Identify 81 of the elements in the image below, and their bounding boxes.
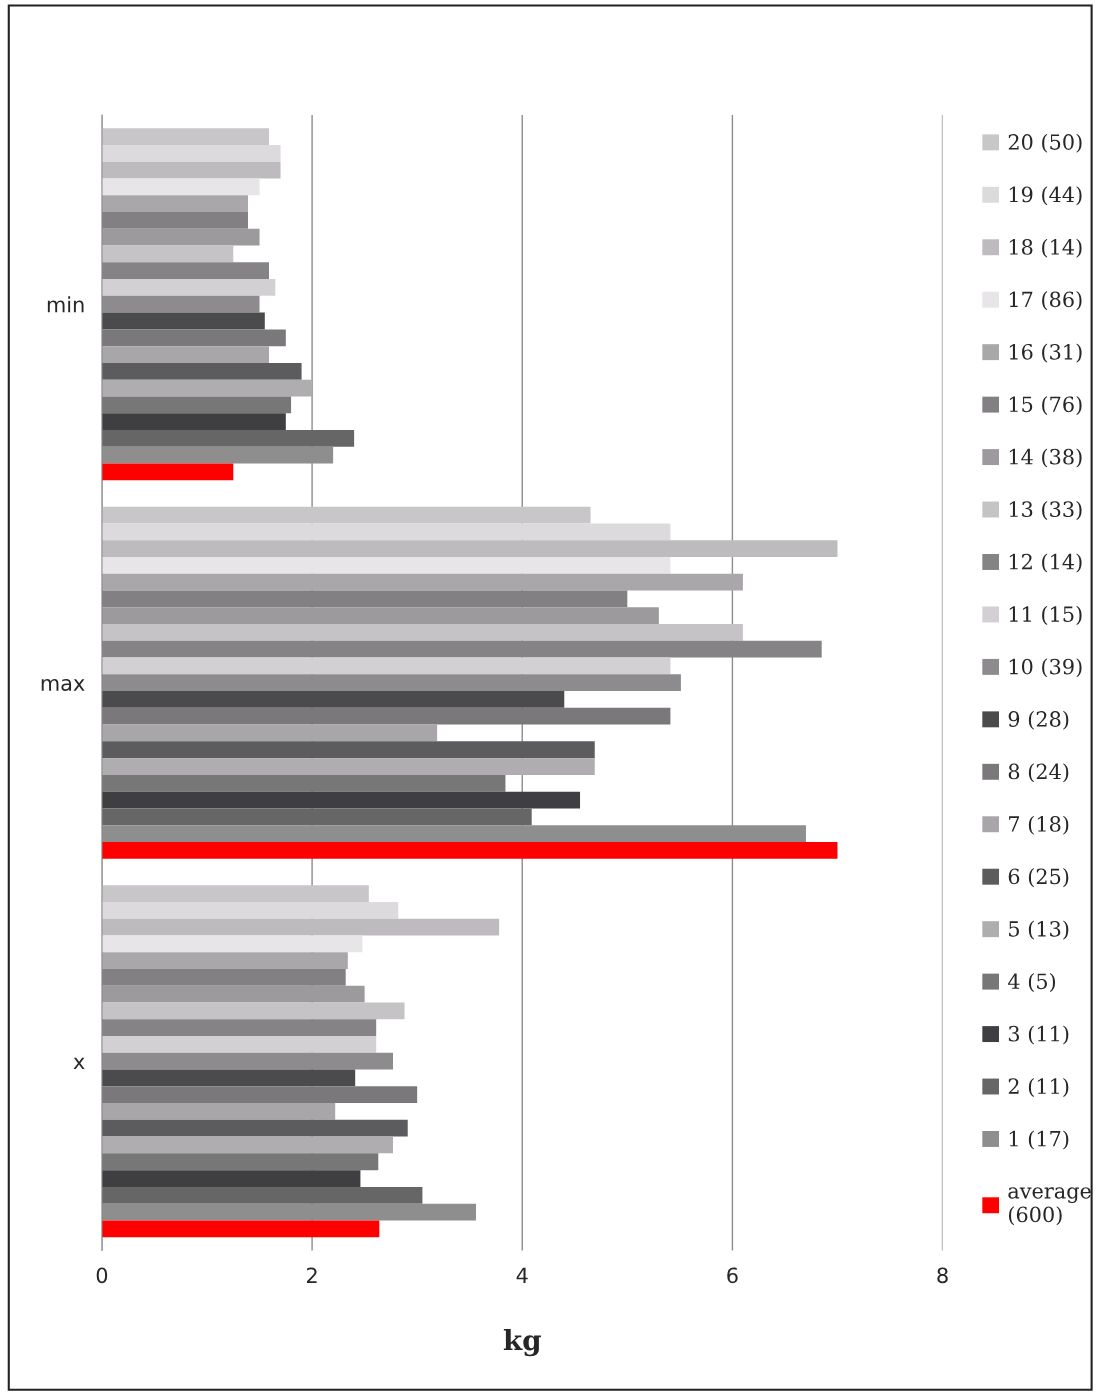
x-tick-label: 8	[937, 1267, 948, 1284]
bar	[101, 918, 500, 936]
legend-label: 18 (14)	[1009, 238, 1082, 258]
bar	[101, 329, 286, 347]
bar	[101, 279, 276, 296]
bar	[101, 228, 260, 246]
legend-label: 2 (11)	[1008, 1077, 1069, 1098]
legend-label: 12 (14)	[1009, 553, 1082, 573]
bar	[101, 1119, 408, 1137]
legend-label: 15 (76)	[1009, 396, 1082, 416]
bar	[101, 523, 671, 541]
bar	[101, 741, 595, 759]
bar	[101, 1186, 423, 1204]
x-tick-label: 4	[516, 1267, 528, 1283]
bar	[101, 1036, 377, 1053]
bar	[101, 841, 838, 859]
bar	[101, 195, 248, 213]
legend-label: 19 (44)	[1009, 186, 1082, 206]
bar	[101, 1069, 356, 1087]
x-tick-label: 0	[96, 1267, 108, 1284]
legend-label: 9 (28)	[1008, 710, 1069, 730]
bar	[101, 312, 265, 330]
legend-label: 10 (39)	[1009, 658, 1082, 678]
y-tick-label: x	[73, 1057, 85, 1070]
bar	[101, 707, 671, 725]
y-tick-label: max	[41, 678, 85, 691]
bar	[101, 506, 591, 524]
bar	[101, 657, 671, 675]
bar	[101, 557, 671, 574]
legend-label: 5 (13)	[1009, 920, 1069, 940]
bar	[101, 1103, 336, 1120]
bar	[101, 396, 292, 414]
legend-label: 20 (50)	[1008, 133, 1082, 153]
bar	[101, 607, 659, 625]
legend-label: 14 (38)	[1009, 448, 1082, 468]
bar	[101, 245, 234, 263]
bar	[101, 985, 365, 1003]
bar	[101, 691, 565, 708]
bar	[101, 429, 355, 447]
bar	[101, 808, 532, 826]
bar	[101, 413, 286, 430]
bar	[101, 128, 269, 146]
bar	[101, 885, 369, 902]
bar	[101, 952, 348, 969]
bar	[101, 1220, 380, 1238]
bar	[101, 1170, 361, 1187]
bar	[101, 724, 438, 742]
x-tick-label: 2	[306, 1267, 317, 1283]
legend-label: 4 (5)	[1007, 973, 1056, 993]
bar	[101, 791, 581, 809]
bar	[101, 540, 838, 558]
legend-label: 6 (25)	[1008, 868, 1069, 888]
bar	[101, 624, 743, 641]
x-tick-label: 6	[727, 1267, 738, 1284]
bar	[101, 463, 234, 481]
legend-label: 17 (86)	[1009, 291, 1082, 311]
bar	[101, 346, 269, 363]
x-axis-title: kg	[503, 1328, 541, 1357]
legend-label: average (600)	[1008, 1187, 1091, 1226]
bar	[101, 573, 743, 591]
legend-label: 3 (11)	[1008, 1025, 1069, 1045]
legend-label: 11 (15)	[1009, 605, 1082, 625]
bar	[101, 362, 302, 380]
y-tick-label: min	[47, 296, 84, 313]
bar	[101, 901, 399, 919]
bar	[101, 935, 363, 953]
bar	[101, 1153, 379, 1171]
bar	[101, 1002, 405, 1020]
bar	[101, 774, 506, 792]
bar	[101, 178, 260, 196]
legend-label: 7 (18)	[1009, 815, 1069, 835]
legend-label: 13 (33)	[1009, 500, 1082, 521]
legend-label: 1 (17)	[1009, 1130, 1069, 1150]
bar	[101, 379, 313, 397]
legend-label: 8 (24)	[1008, 763, 1069, 783]
bar	[101, 1086, 418, 1104]
bar	[101, 1136, 393, 1154]
bar	[101, 145, 281, 162]
bar	[101, 758, 595, 775]
bar	[101, 161, 281, 179]
legend-label: 16 (31)	[1009, 343, 1082, 363]
